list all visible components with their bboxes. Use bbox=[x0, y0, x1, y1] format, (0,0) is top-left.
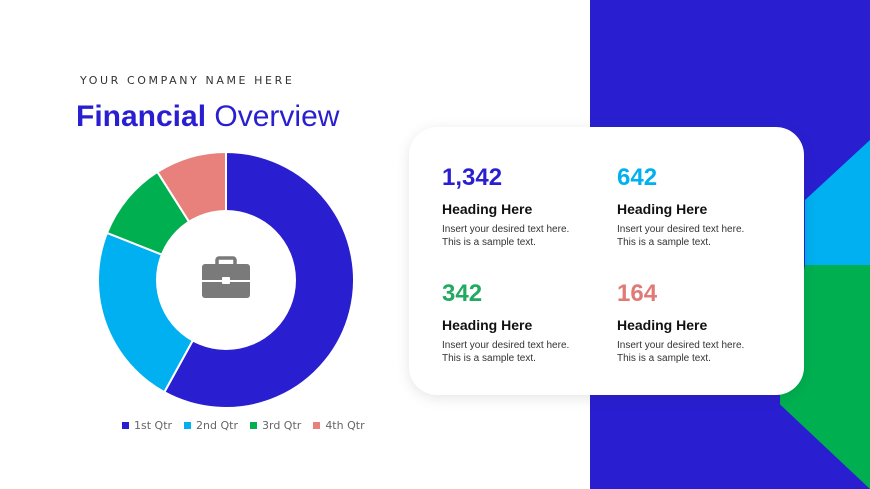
company-name: YOUR COMPANY NAME HERE bbox=[80, 74, 295, 87]
legend-label: 2nd Qtr bbox=[196, 419, 238, 432]
stat-heading: Heading Here bbox=[442, 317, 533, 333]
donut-chart bbox=[98, 152, 354, 408]
legend-swatch bbox=[313, 422, 321, 429]
stat-block: 642 Heading Here Insert your desired text … bbox=[617, 164, 787, 249]
stat-heading: Heading Here bbox=[442, 201, 533, 217]
stat-value: 342 bbox=[442, 280, 483, 307]
page-title: Financial Overview bbox=[76, 100, 339, 134]
legend-swatch bbox=[184, 422, 192, 429]
legend-label: 4th Qtr bbox=[325, 419, 365, 432]
briefcase-icon bbox=[202, 256, 250, 298]
stat-block: 164 Heading Here Insert your desired text … bbox=[617, 280, 787, 365]
legend-swatch bbox=[122, 422, 129, 429]
title-bold: Financial bbox=[76, 100, 207, 133]
legend-item: 4th Qtr bbox=[313, 419, 365, 432]
stat-body: Insert your desired text here. This is a… bbox=[617, 340, 745, 364]
stat-heading: Heading Here bbox=[617, 201, 708, 217]
stat-block: 342 Heading Here Insert your desired text … bbox=[442, 280, 612, 365]
legend-swatch bbox=[250, 422, 257, 429]
stat-value: 642 bbox=[617, 164, 658, 191]
stat-body: Insert your desired text here. This is a… bbox=[442, 224, 570, 248]
stat-heading: Heading Here bbox=[617, 317, 708, 333]
legend-label: 3rd Qtr bbox=[262, 419, 302, 432]
stat-body: Insert your desired text here. This is a… bbox=[442, 340, 570, 364]
legend-item: 2nd Qtr bbox=[184, 419, 238, 432]
stat-value: 164 bbox=[617, 280, 658, 307]
chart-legend: 1st Qtr 2nd Qtr 3rd Qtr 4th Qtr bbox=[122, 419, 365, 432]
legend-label: 1st Qtr bbox=[134, 419, 173, 432]
title-rest: Overview bbox=[214, 100, 340, 133]
stats-card: 1,342 Heading Here Insert your desired tex… bbox=[409, 127, 804, 395]
stat-body: Insert your desired text here. This is a… bbox=[617, 224, 745, 248]
legend-item: 1st Qtr bbox=[122, 419, 172, 432]
legend-item: 3rd Qtr bbox=[250, 419, 301, 432]
stat-value: 1,342 bbox=[442, 164, 503, 191]
stat-block: 1,342 Heading Here Insert your desired tex… bbox=[442, 164, 612, 249]
